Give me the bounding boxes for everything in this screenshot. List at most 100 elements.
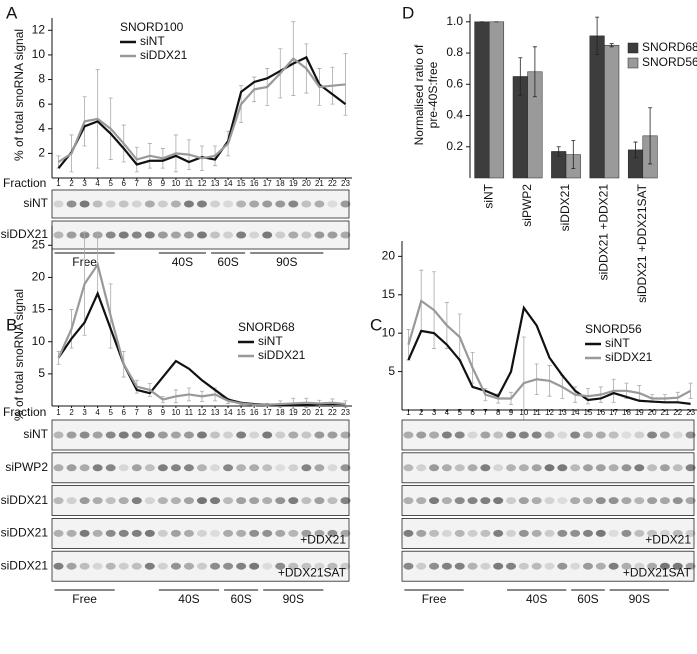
- blot-band: [131, 200, 142, 208]
- x-tick-label: 3: [82, 408, 87, 417]
- blot-band: [531, 497, 542, 505]
- blot-row-note: +DDX21: [645, 533, 691, 547]
- blot-band: [197, 529, 207, 537]
- x-tick-label: 14: [571, 408, 580, 417]
- blot-band: [92, 497, 103, 505]
- blot-band: [288, 464, 299, 472]
- x-tick-label: 19: [289, 179, 298, 188]
- blot-band: [429, 431, 440, 439]
- x-tick-label: 8: [148, 179, 153, 188]
- blot-band: [66, 200, 77, 208]
- blot-band: [672, 529, 683, 537]
- blot-band: [197, 497, 207, 505]
- x-tick-label: 16: [250, 179, 259, 188]
- x-tick-label: 13: [211, 179, 220, 188]
- blot-band: [403, 464, 414, 472]
- series-line: [57, 261, 346, 406]
- blot-row-label: siDDX21: [1, 558, 49, 572]
- blot-band: [327, 431, 338, 439]
- blot-band: [647, 562, 658, 570]
- blot-band: [340, 497, 351, 505]
- blot-band: [118, 464, 129, 472]
- blot-band: [131, 431, 142, 439]
- blot-band: [275, 431, 286, 439]
- panel-label: B: [6, 315, 17, 334]
- y-tick-label: 12: [32, 22, 46, 36]
- x-axis-label: Fraction: [3, 176, 46, 190]
- blot-band: [249, 464, 260, 472]
- blot-band: [467, 497, 478, 505]
- blot-band: [327, 200, 338, 208]
- blot-band: [249, 497, 260, 505]
- blot-band: [518, 431, 529, 439]
- y-tick-label: 4: [38, 121, 45, 135]
- blot-band: [79, 562, 90, 570]
- blot-band: [170, 562, 181, 570]
- x-tick-label: 12: [545, 408, 554, 417]
- group-label: 40S: [178, 592, 199, 606]
- blot-band: [454, 464, 465, 472]
- blot-band: [480, 562, 491, 570]
- blot-band: [314, 529, 325, 537]
- blot-band: [493, 431, 504, 439]
- bar: [488, 21, 505, 179]
- blot-band: [262, 231, 273, 239]
- x-tick-label: 21: [315, 179, 324, 188]
- x-tick-label: 17: [263, 408, 272, 417]
- group-label: 60S: [217, 255, 238, 269]
- blot-band: [506, 464, 517, 472]
- blot-band: [223, 497, 234, 505]
- blot-band: [53, 562, 64, 570]
- error-bar: [532, 46, 537, 98]
- blot-band: [105, 497, 116, 505]
- y-axis-label: % of total snoRNA signal: [12, 289, 26, 421]
- x-tick-label: 19: [635, 408, 644, 417]
- series-line: [407, 299, 692, 400]
- legend-label: siDDX21: [258, 348, 306, 362]
- blot-band: [493, 464, 504, 472]
- blot-band: [416, 497, 427, 505]
- blot-band: [403, 497, 414, 505]
- blot-band: [157, 497, 168, 505]
- series-line: [57, 290, 346, 406]
- x-tick-label: 19: [289, 408, 298, 417]
- blot-band: [144, 231, 155, 239]
- y-tick-label: 15: [382, 287, 396, 301]
- blot-band: [570, 464, 581, 472]
- blot-band: [118, 200, 129, 208]
- x-tick-label: 2: [419, 408, 424, 417]
- blot-band: [275, 200, 286, 208]
- blot-band: [197, 464, 207, 472]
- blot-band: [557, 562, 568, 570]
- blot-band: [416, 562, 427, 570]
- blot-band: [634, 562, 645, 570]
- x-tick-label: 15: [237, 179, 246, 188]
- error-bar: [595, 16, 600, 56]
- blot-band: [236, 464, 247, 472]
- legend-label: SNORD68: [642, 40, 697, 54]
- blot-band: [105, 529, 116, 537]
- blot-band: [170, 529, 181, 537]
- blot-band: [170, 431, 181, 439]
- x-tick-label: 1: [406, 408, 411, 417]
- blot-band: [79, 200, 90, 208]
- blot-band: [262, 497, 273, 505]
- blot-band: [197, 231, 207, 239]
- blot-row-label: siPWP2: [5, 460, 48, 474]
- blot-band: [480, 464, 491, 472]
- blot-band: [621, 529, 632, 537]
- x-tick-label: 6: [122, 179, 127, 188]
- blot-band: [441, 562, 452, 570]
- blot-band: [659, 497, 670, 505]
- y-tick-label: 0.6: [446, 76, 463, 90]
- blot-band: [659, 562, 670, 570]
- blot-band: [301, 562, 312, 570]
- blot-band: [403, 431, 414, 439]
- blot-row-label: siNT: [23, 427, 48, 441]
- blot-row-label: siDDX21: [1, 526, 49, 540]
- x-tick-label: 3: [432, 408, 437, 417]
- blot-band: [118, 562, 129, 570]
- blot-row-label: siDDX21: [1, 493, 49, 507]
- blot-band: [506, 497, 517, 505]
- y-axis-label: % of total snoRNA signal: [12, 29, 26, 161]
